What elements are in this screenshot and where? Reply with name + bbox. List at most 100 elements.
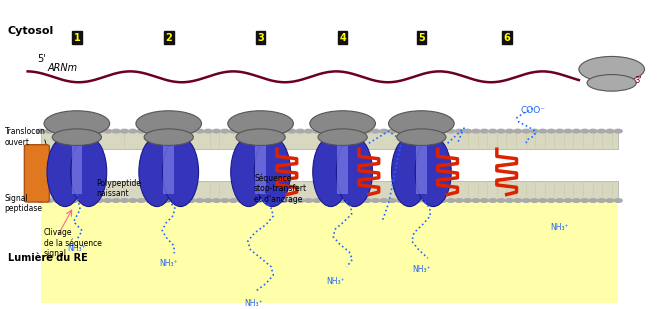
Circle shape — [288, 199, 296, 202]
Circle shape — [78, 199, 86, 202]
Ellipse shape — [52, 129, 101, 146]
Ellipse shape — [579, 57, 645, 82]
Circle shape — [405, 129, 413, 133]
Circle shape — [614, 199, 622, 202]
Text: 1: 1 — [74, 32, 80, 43]
Circle shape — [171, 199, 179, 202]
Circle shape — [263, 129, 271, 133]
Circle shape — [581, 199, 588, 202]
Circle shape — [380, 129, 388, 133]
Circle shape — [213, 129, 221, 133]
Circle shape — [196, 129, 204, 133]
Circle shape — [438, 199, 446, 202]
Circle shape — [598, 199, 606, 202]
Circle shape — [71, 129, 78, 133]
Ellipse shape — [397, 129, 446, 146]
Circle shape — [372, 129, 380, 133]
Circle shape — [213, 199, 221, 202]
Ellipse shape — [228, 111, 293, 136]
Circle shape — [221, 129, 229, 133]
Circle shape — [530, 129, 538, 133]
Circle shape — [464, 129, 472, 133]
Bar — [41, 129, 618, 149]
Circle shape — [614, 129, 622, 133]
Circle shape — [221, 199, 229, 202]
Circle shape — [497, 199, 505, 202]
Bar — [337, 143, 348, 194]
Circle shape — [187, 129, 195, 133]
Circle shape — [347, 199, 355, 202]
Circle shape — [606, 129, 614, 133]
Text: NH₃⁺: NH₃⁺ — [550, 223, 569, 232]
Circle shape — [397, 129, 405, 133]
Circle shape — [146, 199, 154, 202]
Circle shape — [472, 199, 480, 202]
Circle shape — [447, 199, 455, 202]
Circle shape — [355, 199, 362, 202]
Circle shape — [497, 129, 505, 133]
Circle shape — [297, 199, 304, 202]
Circle shape — [179, 129, 187, 133]
Circle shape — [564, 199, 572, 202]
Circle shape — [505, 199, 513, 202]
Circle shape — [489, 129, 497, 133]
Circle shape — [179, 199, 187, 202]
Circle shape — [112, 129, 120, 133]
Circle shape — [347, 129, 355, 133]
Text: Cytosol: Cytosol — [8, 26, 54, 36]
Bar — [41, 182, 618, 303]
Circle shape — [413, 199, 421, 202]
Circle shape — [455, 129, 463, 133]
Text: NH₃⁺: NH₃⁺ — [327, 277, 345, 286]
Circle shape — [539, 199, 547, 202]
Circle shape — [573, 129, 581, 133]
Text: 6: 6 — [503, 32, 510, 43]
Circle shape — [45, 199, 53, 202]
Text: Clivage
de la séquence
signal: Clivage de la séquence signal — [44, 227, 102, 258]
Text: 5: 5 — [418, 32, 425, 43]
Ellipse shape — [254, 137, 291, 206]
Circle shape — [279, 199, 287, 202]
Text: Séquence
stop-transfert
et d'ancrage: Séquence stop-transfert et d'ancrage — [254, 173, 307, 204]
Circle shape — [489, 199, 497, 202]
Circle shape — [505, 129, 513, 133]
Circle shape — [464, 199, 472, 202]
Circle shape — [87, 129, 95, 133]
Ellipse shape — [415, 137, 451, 206]
Text: 2: 2 — [165, 32, 172, 43]
Circle shape — [355, 129, 362, 133]
Circle shape — [229, 199, 237, 202]
Circle shape — [53, 199, 61, 202]
Circle shape — [162, 199, 170, 202]
Ellipse shape — [144, 129, 193, 146]
Circle shape — [480, 129, 488, 133]
Circle shape — [62, 129, 70, 133]
Ellipse shape — [236, 129, 285, 146]
Ellipse shape — [163, 137, 198, 206]
Circle shape — [279, 129, 287, 133]
Circle shape — [171, 129, 179, 133]
Text: 4: 4 — [339, 32, 346, 43]
Circle shape — [472, 129, 480, 133]
Circle shape — [204, 199, 212, 202]
Circle shape — [87, 199, 95, 202]
Ellipse shape — [136, 111, 202, 136]
Circle shape — [137, 129, 145, 133]
Text: Polypeptide
naissant: Polypeptide naissant — [96, 179, 142, 198]
Text: Signal
peptidase: Signal peptidase — [5, 194, 43, 213]
Circle shape — [514, 129, 522, 133]
Ellipse shape — [71, 137, 107, 206]
Circle shape — [112, 199, 120, 202]
Circle shape — [271, 129, 279, 133]
Circle shape — [363, 129, 371, 133]
Circle shape — [154, 129, 162, 133]
Circle shape — [96, 129, 103, 133]
Ellipse shape — [318, 129, 367, 146]
Bar — [72, 143, 82, 194]
Circle shape — [146, 129, 154, 133]
Circle shape — [137, 199, 145, 202]
Circle shape — [564, 129, 572, 133]
Text: COO⁻: COO⁻ — [521, 105, 546, 115]
Circle shape — [430, 199, 438, 202]
Circle shape — [62, 199, 70, 202]
